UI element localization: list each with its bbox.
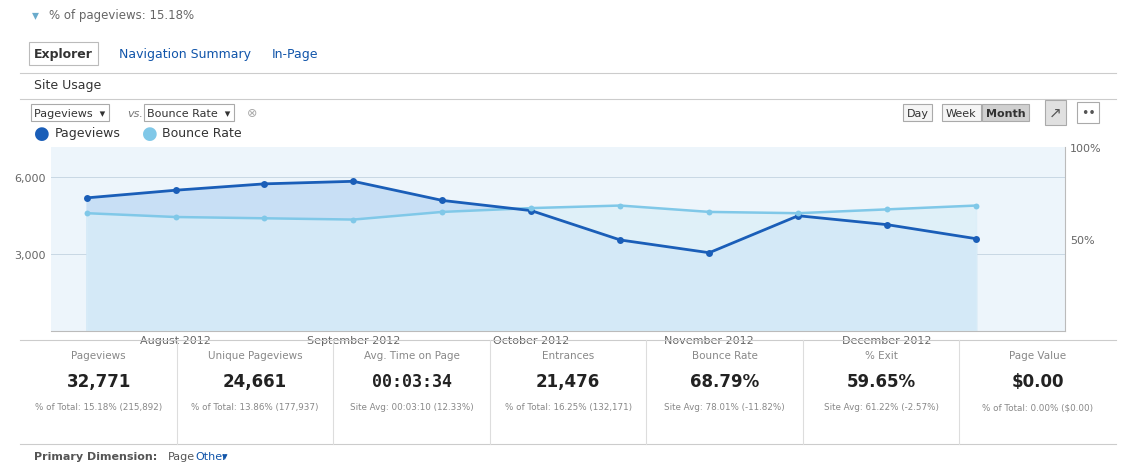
Text: Unique Pageviews: Unique Pageviews: [207, 350, 303, 360]
Text: ●: ●: [34, 124, 50, 142]
Point: [789, 212, 807, 220]
Text: ▾: ▾: [222, 451, 228, 461]
Text: Page Value: Page Value: [1010, 350, 1066, 360]
Point: [344, 216, 363, 224]
Text: Site Avg: 61.22% (-2.57%): Site Avg: 61.22% (-2.57%): [824, 402, 939, 411]
Text: ↗: ↗: [1049, 106, 1062, 121]
Point: [966, 236, 985, 243]
Point: [878, 221, 896, 229]
Text: ●: ●: [142, 124, 157, 142]
Text: Month: Month: [986, 109, 1025, 118]
Point: [255, 215, 273, 223]
Text: Navigation Summary: Navigation Summary: [119, 48, 252, 61]
Text: Explorer: Explorer: [34, 48, 93, 61]
Text: 32,771: 32,771: [67, 372, 130, 390]
Text: % of Total: 16.25% (132,171): % of Total: 16.25% (132,171): [504, 402, 632, 411]
Point: [966, 202, 985, 210]
Text: Bounce Rate  ▾: Bounce Rate ▾: [147, 109, 231, 118]
Point: [167, 187, 185, 195]
Text: $0.00: $0.00: [1012, 372, 1064, 390]
Point: [878, 206, 896, 214]
Text: In-Page: In-Page: [272, 48, 318, 61]
Text: % of pageviews: 15.18%: % of pageviews: 15.18%: [49, 9, 194, 22]
Text: ⊗: ⊗: [247, 107, 257, 120]
Text: Pageviews: Pageviews: [71, 350, 126, 360]
Point: [77, 210, 95, 218]
Text: 59.65%: 59.65%: [846, 372, 915, 390]
Point: [255, 181, 273, 188]
Point: [77, 195, 95, 202]
Text: 21,476: 21,476: [536, 372, 600, 390]
Text: Pageviews: Pageviews: [54, 127, 120, 140]
Text: Bounce Rate: Bounce Rate: [692, 350, 758, 360]
Text: ▾: ▾: [32, 8, 39, 22]
Text: 00:03:34: 00:03:34: [372, 372, 452, 390]
Point: [433, 197, 451, 205]
Point: [789, 210, 807, 218]
Text: Avg. Time on Page: Avg. Time on Page: [364, 350, 460, 360]
Text: Day: Day: [906, 109, 928, 118]
Text: Site Avg: 00:03:10 (12.33%): Site Avg: 00:03:10 (12.33%): [350, 402, 474, 411]
Text: Entrances: Entrances: [542, 350, 595, 360]
Text: % Exit: % Exit: [864, 350, 897, 360]
Point: [611, 237, 629, 244]
Point: [700, 249, 718, 257]
Text: Week: Week: [946, 109, 977, 118]
Text: % of Total: 15.18% (215,892): % of Total: 15.18% (215,892): [35, 402, 162, 411]
Text: Bounce Rate: Bounce Rate: [162, 127, 241, 140]
Point: [522, 208, 540, 215]
Point: [167, 214, 185, 221]
Text: Site Usage: Site Usage: [34, 79, 101, 92]
Text: Site Avg: 78.01% (-11.82%): Site Avg: 78.01% (-11.82%): [664, 402, 785, 411]
Text: 68.79%: 68.79%: [690, 372, 759, 390]
Text: % of Total: 13.86% (177,937): % of Total: 13.86% (177,937): [191, 402, 318, 411]
Text: Page: Page: [168, 451, 195, 461]
Point: [611, 202, 629, 210]
Text: % of Total: 0.00% ($0.00): % of Total: 0.00% ($0.00): [982, 402, 1093, 411]
Text: ••: ••: [1081, 107, 1096, 120]
Point: [433, 208, 451, 216]
Point: [344, 178, 363, 186]
Text: Pageviews  ▾: Pageviews ▾: [34, 109, 105, 118]
Text: 24,661: 24,661: [223, 372, 288, 390]
Text: Other: Other: [195, 451, 227, 461]
Point: [522, 205, 540, 212]
Text: vs.: vs.: [127, 109, 143, 118]
Text: Primary Dimension:: Primary Dimension:: [34, 451, 157, 461]
Point: [700, 208, 718, 216]
